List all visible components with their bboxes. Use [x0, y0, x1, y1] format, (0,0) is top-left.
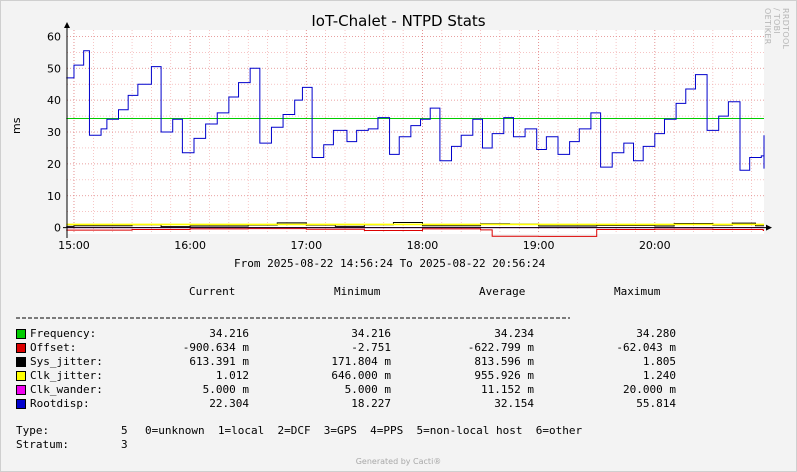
legend-maximum-value: -62.043 m [616, 341, 676, 354]
y-tick-label: 50 [47, 62, 61, 75]
type-codes: 0=unknown 1=local 2=DCF 3=GPS 4=PPS 5=no… [145, 424, 583, 437]
legend-maximum-value: 20.000 m [623, 383, 676, 396]
legend-current-value: 34.216 [209, 327, 249, 340]
legend-maximum-value: 55.814 [636, 397, 676, 410]
y-tick-label: 60 [47, 30, 61, 43]
series-line-offset [66, 228, 764, 237]
type-value: 5 [121, 424, 128, 437]
legend-maximum-value: 1.240 [642, 369, 676, 382]
legend-series-name: Frequency: [30, 327, 97, 340]
legend-average-value: 955.926 m [474, 369, 534, 382]
x-tick-label: 16:00 [174, 239, 206, 252]
legend-minimum-value: 5.000 m [344, 383, 391, 396]
legend-series-name: Sys_jitter: [30, 355, 103, 368]
header-current: Current [189, 285, 236, 298]
legend-series-name: Offset: [30, 341, 77, 354]
legend-average-value: 11.152 m [481, 383, 534, 396]
stratum-value: 3 [121, 438, 128, 451]
legend-current-value: 22.304 [209, 397, 249, 410]
legend-swatch [16, 357, 26, 367]
y-tick-label: 20 [47, 158, 61, 171]
y-axis-arrow [64, 22, 70, 28]
legend-series-name: Clk_jitter: [30, 369, 103, 382]
y-tick-label: 0 [54, 222, 61, 235]
legend-series-name: Rootdisp: [30, 397, 90, 410]
legend-minimum-value: 34.216 [351, 327, 391, 340]
legend-average-value: 32.154 [494, 397, 534, 410]
legend-maximum-value: 34.280 [636, 327, 676, 340]
legend-average-value: 813.596 m [474, 355, 534, 368]
x-tick-label: 17:00 [290, 239, 322, 252]
series-line-sys_jitter [66, 222, 764, 228]
legend-series-name: Clk_wander: [30, 383, 103, 396]
header-average: Average [479, 285, 526, 298]
legend-minimum-value: -2.751 [351, 341, 391, 354]
stratum-label: Stratum: [16, 438, 69, 451]
footer-credit: Generated by Cacti® [355, 457, 442, 466]
x-tick-label: 15:00 [58, 239, 90, 252]
x-axis-arrow [766, 224, 772, 231]
chart-title: IoT-Chalet - NTPD Stats [311, 12, 486, 30]
header-minimum: Minimum [334, 285, 381, 298]
legend-current-value: -900.634 m [182, 341, 249, 354]
series-line-rootdisp [66, 50, 765, 171]
y-tick-label: 40 [47, 94, 61, 107]
header-maximum: Maximum [614, 285, 661, 298]
legend-maximum-value: 1.805 [642, 355, 676, 368]
date-range-text: From 2025-08-22 14:56:24 To 2025-08-22 2… [234, 257, 546, 270]
legend-current-value: 5.000 m [202, 383, 249, 396]
legend-current-value: 1.012 [215, 369, 249, 382]
type-label: Type: [16, 424, 50, 437]
legend-swatch [16, 385, 26, 395]
legend-average-value: -622.799 m [467, 341, 534, 354]
y-tick-label: 10 [47, 190, 61, 203]
grid-lines [67, 30, 764, 234]
legend-swatch [16, 343, 26, 353]
legend-swatch [16, 371, 26, 381]
legend-minimum-value: 18.227 [351, 397, 391, 410]
tick-labels: 0 10 20 30 40 50 60 15:00 16:00 17:00 18:00 19:00 20… [47, 30, 671, 252]
legend-swatch [16, 329, 26, 339]
legend-minimum-value: 646.000 m [331, 369, 391, 382]
x-tick-label: 18:00 [407, 239, 439, 252]
legend-minimum-value: 171.804 m [331, 355, 391, 368]
legend-swatch [16, 399, 26, 409]
legend-average-value: 34.234 [494, 327, 534, 340]
y-tick-label: 30 [47, 126, 61, 139]
legend-current-value: 613.391 m [189, 355, 249, 368]
x-tick-label: 20:00 [639, 239, 671, 252]
x-tick-label: 19:00 [523, 239, 555, 252]
axes [63, 22, 772, 238]
